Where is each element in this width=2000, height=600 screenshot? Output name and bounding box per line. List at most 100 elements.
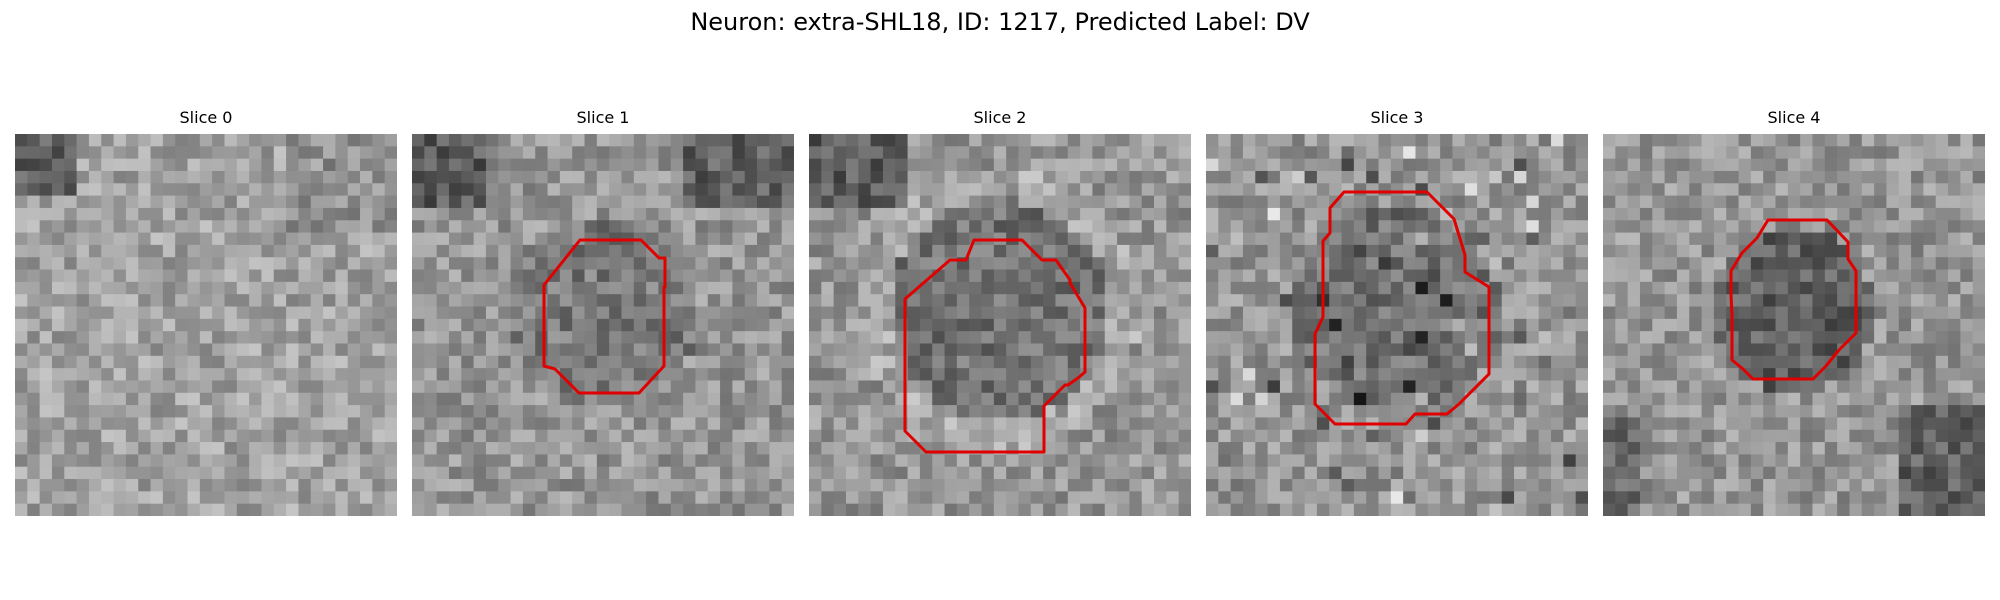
image-pixel (584, 146, 598, 160)
image-pixel (932, 454, 946, 468)
image-pixel (1886, 405, 1900, 418)
image-pixel (1018, 429, 1032, 443)
image-pixel (1615, 442, 1629, 455)
image-pixel (76, 170, 90, 184)
image-pixel (1279, 281, 1293, 295)
image-pixel (919, 343, 933, 357)
image-pixel (646, 355, 659, 369)
image-pixel (1129, 479, 1143, 492)
image-pixel (412, 195, 425, 209)
image-pixel (895, 257, 909, 271)
image-pixel (757, 170, 770, 184)
image-pixel (1750, 405, 1764, 418)
image-pixel (1092, 368, 1106, 381)
image-pixel (1935, 232, 1949, 246)
image-pixel (510, 454, 524, 468)
image-pixel (993, 454, 1007, 468)
image-pixel (1279, 442, 1293, 455)
image-pixel (436, 454, 450, 468)
image-pixel (895, 134, 909, 147)
image-pixel (559, 134, 573, 147)
image-pixel (695, 306, 709, 320)
image-pixel (1141, 380, 1155, 394)
image-pixel (1911, 491, 1924, 505)
image-pixel (1837, 442, 1850, 455)
image-pixel (412, 220, 425, 234)
image-pixel (584, 491, 598, 505)
image-pixel (485, 232, 499, 246)
image-pixel (1563, 479, 1577, 492)
image-pixel (1316, 207, 1330, 221)
image-pixel (64, 207, 78, 221)
image-pixel (1960, 417, 1974, 431)
image-pixel (1652, 454, 1666, 468)
image-pixel (1427, 183, 1441, 197)
image-pixel (261, 294, 275, 308)
image-pixel (273, 294, 287, 308)
image-pixel (1304, 491, 1318, 505)
image-pixel (1178, 146, 1191, 160)
image-pixel (1960, 158, 1974, 172)
image-pixel (858, 405, 872, 418)
image-pixel (1738, 368, 1752, 381)
image-pixel (1738, 207, 1752, 221)
image-pixel (384, 183, 397, 197)
image-pixel (1551, 183, 1564, 197)
image-pixel (769, 491, 783, 505)
image-pixel (150, 269, 164, 283)
image-pixel (919, 257, 933, 271)
image-pixel (1279, 405, 1293, 418)
image-pixel (969, 368, 983, 381)
image-pixel (1551, 479, 1564, 492)
image-pixel (1911, 281, 1924, 295)
image-pixel (535, 244, 549, 258)
image-pixel (535, 232, 549, 246)
image-pixel (323, 294, 336, 308)
image-pixel (720, 220, 733, 234)
image-pixel (436, 134, 450, 147)
image-pixel (956, 343, 970, 357)
image-pixel (76, 244, 90, 258)
image-pixel (1489, 331, 1503, 344)
image-pixel (1043, 232, 1056, 246)
image-pixel (1960, 429, 1974, 443)
image-pixel (88, 429, 102, 443)
image-pixel (683, 306, 696, 320)
image-pixel (1627, 318, 1641, 332)
image-pixel (1067, 355, 1081, 369)
image-pixel (1279, 392, 1293, 406)
image-pixel (732, 158, 746, 172)
image-pixel (695, 331, 709, 344)
image-pixel (1923, 417, 1937, 431)
grayscale-slice-image (1603, 134, 1985, 516)
image-pixel (670, 207, 684, 221)
image-pixel (919, 318, 933, 332)
image-pixel (584, 380, 598, 394)
image-pixel (609, 479, 622, 492)
image-pixel (1501, 269, 1515, 283)
image-pixel (1218, 257, 1232, 271)
image-pixel (821, 380, 835, 394)
image-pixel (1514, 134, 1527, 147)
image-pixel (39, 195, 53, 209)
image-pixel (1292, 405, 1306, 418)
image-pixel (1390, 269, 1404, 283)
image-pixel (1292, 429, 1306, 443)
image-pixel (1006, 257, 1019, 271)
image-pixel (1154, 158, 1167, 172)
image-pixel (1464, 170, 1478, 184)
image-pixel (162, 417, 176, 431)
image-pixel (473, 257, 487, 271)
image-pixel (286, 405, 299, 418)
image-pixel (1960, 220, 1974, 234)
image-pixel (424, 232, 438, 246)
image-pixel (125, 220, 139, 234)
image-pixel (621, 207, 635, 221)
image-pixel (1267, 220, 1281, 234)
image-pixel (1538, 479, 1552, 492)
image-pixel (1415, 503, 1429, 516)
image-pixel (1477, 170, 1490, 184)
image-pixel (88, 244, 102, 258)
image-pixel (1329, 380, 1343, 394)
image-pixel (1366, 479, 1380, 492)
